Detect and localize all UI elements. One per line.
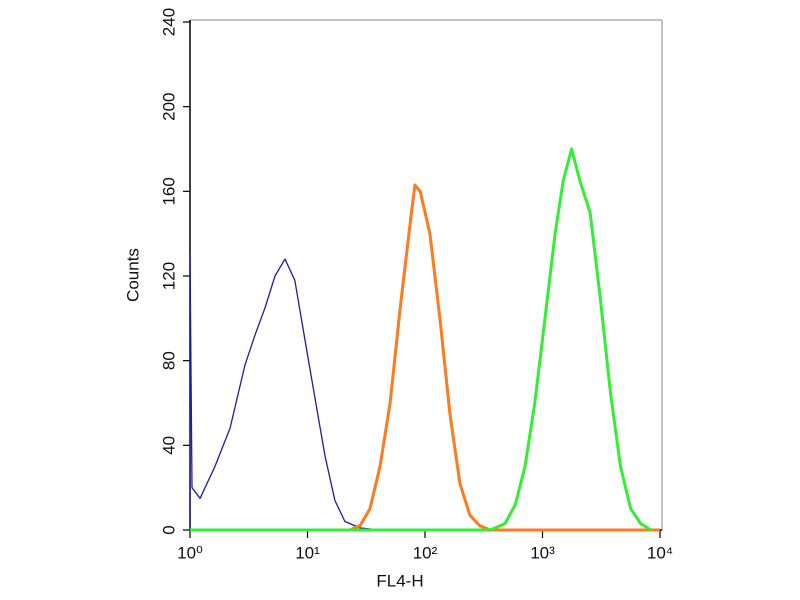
x-axis-label: FL4-H <box>376 571 423 590</box>
y-tick-label: 200 <box>159 92 178 120</box>
histogram-line <box>320 183 660 532</box>
x-tick-label: 10⁴ <box>647 543 673 562</box>
y-tick-label: 240 <box>159 8 178 36</box>
y-tick-label: 160 <box>159 177 178 205</box>
y-tick-label: 120 <box>159 262 178 290</box>
histogram-line <box>190 147 652 532</box>
y-axis-label: Counts <box>123 248 142 302</box>
y-tick-label: 0 <box>159 525 178 534</box>
y-tick-label: 80 <box>159 351 178 370</box>
x-tick-label: 10² <box>413 543 438 562</box>
x-tick-label: 10³ <box>530 543 555 562</box>
x-tick-label: 10⁰ <box>177 543 203 562</box>
y-tick-label: 40 <box>159 436 178 455</box>
histogram-line <box>189 254 381 531</box>
x-tick-label: 10¹ <box>295 543 320 562</box>
